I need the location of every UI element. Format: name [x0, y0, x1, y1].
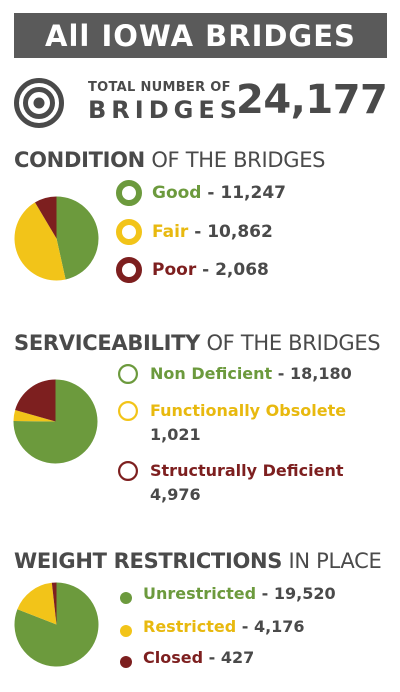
closed-marker [120, 656, 132, 668]
legend-value-fair: - 10,862 [188, 222, 273, 242]
target-icon [14, 78, 64, 128]
structurally-deficient-marker [118, 461, 138, 481]
total-label-small: TOTAL NUMBER OF [88, 80, 231, 95]
weight-pie-chart [14, 582, 99, 667]
pie-slice-fair [14, 202, 66, 281]
legend-label-fair: Fair - 10,862 [152, 222, 273, 242]
legend-value-non-deficient: - 18,180 [272, 364, 352, 383]
legend-label-functionally-obsolete: Functionally Obsolete [150, 401, 346, 420]
legend-category-closed: Closed [143, 648, 204, 667]
legend-value-functionally-obsolete: 1,021 [150, 425, 201, 444]
legend-category-fair: Fair [152, 222, 189, 242]
legend-item-good: Good - 11,247 [116, 180, 396, 227]
closed-legend-icon [120, 653, 132, 672]
condition-section-title: CONDITION OF THE BRIDGES [14, 148, 326, 172]
legend-item-functionally-obsolete: Functionally Obsolete 1,021 [118, 401, 396, 445]
weight-title-rest: IN PLACE [282, 549, 382, 573]
weight-section-title: WEIGHT RESTRICTIONS IN PLACE [14, 549, 382, 573]
legend-label-structurally-deficient: Structurally Deficient [150, 461, 343, 480]
condition-title-rest: OF THE BRIDGES [144, 148, 326, 172]
unrestricted-marker [120, 592, 132, 604]
good-marker [116, 180, 142, 206]
legend-category-poor: Poor [152, 260, 197, 280]
legend-item-fair: Fair - 10,862 [116, 219, 396, 266]
legend-label-poor: Poor - 2,068 [152, 260, 269, 280]
legend-item-closed: Closed - 427 [120, 648, 396, 692]
serviceability-title-rest: OF THE BRIDGES [200, 331, 381, 355]
legend-category-structurally-deficient: Structurally Deficient [150, 461, 344, 480]
legend-category-good: Good [152, 183, 202, 203]
good-legend-icon [116, 180, 142, 211]
legend-category-non-deficient: Non Deficient [150, 364, 273, 383]
fair-legend-icon [116, 219, 142, 250]
condition-pie-chart [14, 196, 99, 281]
unrestricted-legend-icon [120, 589, 132, 608]
restricted-legend-icon [120, 622, 132, 641]
legend-category-unrestricted: Unrestricted [143, 584, 257, 603]
total-value: 24,177 [236, 77, 388, 123]
legend-label-good: Good - 11,247 [152, 183, 286, 203]
legend-value-good: - 11,247 [201, 183, 286, 203]
total-label-big: BRIDGES [88, 96, 243, 124]
total-bridges-block: TOTAL NUMBER OF BRIDGES 24,177 [14, 74, 394, 130]
legend-value-restricted: - 4,176 [236, 617, 305, 636]
restricted-marker [120, 625, 132, 637]
legend-item-restricted: Restricted - 4,176 [120, 617, 396, 661]
pie-slice-closed [51, 582, 57, 625]
serviceability-title-bold: SERVICEABILITY [14, 331, 201, 355]
non-deficient-legend-icon [118, 364, 138, 388]
pie-slice-structurally-deficient [15, 379, 56, 422]
serviceability-pie-chart [13, 379, 98, 464]
legend-item-unrestricted: Unrestricted - 19,520 [120, 584, 396, 628]
legend-value-closed: - 427 [203, 648, 255, 667]
pie-slice-restricted [17, 582, 57, 625]
legend-label-restricted: Restricted - 4,176 [143, 617, 305, 636]
functionally-obsolete-legend-icon [118, 401, 138, 425]
page-title: All IOWA BRIDGES [14, 13, 387, 58]
poor-legend-icon [116, 257, 142, 288]
legend-value-poor: - 2,068 [196, 260, 269, 280]
pie-slice-good [56, 196, 99, 280]
legend-item-non-deficient: Non Deficient - 18,180 [118, 364, 396, 408]
legend-category-restricted: Restricted [143, 617, 237, 636]
legend-item-structurally-deficient: Structurally Deficient 4,976 [118, 461, 396, 505]
pie-slice-poor [34, 196, 57, 239]
structurally-deficient-legend-icon [118, 461, 138, 485]
legend-label-non-deficient: Non Deficient - 18,180 [150, 364, 352, 383]
serviceability-section-title: SERVICEABILITY OF THE BRIDGES [14, 331, 381, 355]
weight-title-bold: WEIGHT RESTRICTIONS [14, 549, 283, 573]
legend-value-structurally-deficient: 4,976 [150, 485, 201, 504]
legend-item-poor: Poor - 2,068 [116, 257, 396, 304]
pie-slice-functionally-obsolete [13, 409, 56, 422]
legend-category-functionally-obsolete: Functionally Obsolete [150, 401, 347, 420]
non-deficient-marker [118, 364, 138, 384]
poor-marker [116, 257, 142, 283]
legend-label-unrestricted: Unrestricted - 19,520 [143, 584, 336, 603]
legend-value-unrestricted: - 19,520 [256, 584, 336, 603]
legend-label-closed: Closed - 427 [143, 648, 254, 667]
functionally-obsolete-marker [118, 401, 138, 421]
condition-title-bold: CONDITION [14, 148, 145, 172]
fair-marker [116, 219, 142, 245]
